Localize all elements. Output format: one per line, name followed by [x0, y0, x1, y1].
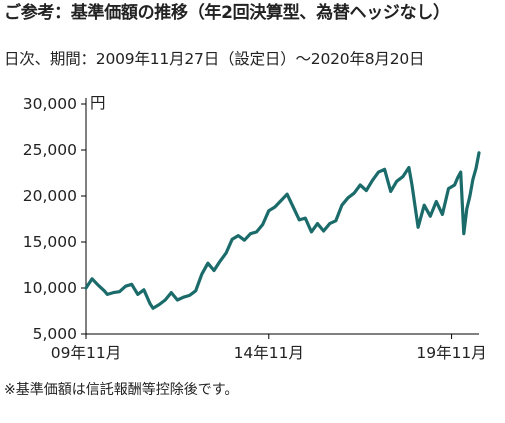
y-tick-label: 15,000	[23, 233, 77, 251]
y-axis: 5,000 10,000 15,000 20,000 25,000 30,000 円	[23, 94, 106, 343]
y-axis-unit-label: 円	[90, 94, 106, 112]
chart-title: ご参考：基準価額の推移（年2回決算型、為替ヘッジなし）	[4, 3, 450, 23]
y-tick-label: 30,000	[23, 95, 77, 113]
x-tick-label: 14年11月	[234, 344, 304, 362]
y-tick-label: 20,000	[23, 187, 77, 205]
nav-series-line	[84, 151, 481, 310]
footnote: ※基準価額は信託報酬等控除後です。	[4, 382, 239, 398]
x-axis: 09年11月 14年11月 19年11月	[51, 333, 487, 362]
chart-subtitle: 日次、期間：2009年11月27日（設定日）～2020年8月20日	[4, 50, 425, 68]
y-tick-label: 5,000	[33, 325, 77, 343]
series-group	[84, 151, 481, 310]
y-tick-label: 25,000	[23, 141, 77, 159]
y-tick-label: 10,000	[23, 279, 77, 297]
x-tick-label: 09年11月	[51, 344, 121, 362]
x-tick-label: 19年11月	[416, 344, 486, 362]
